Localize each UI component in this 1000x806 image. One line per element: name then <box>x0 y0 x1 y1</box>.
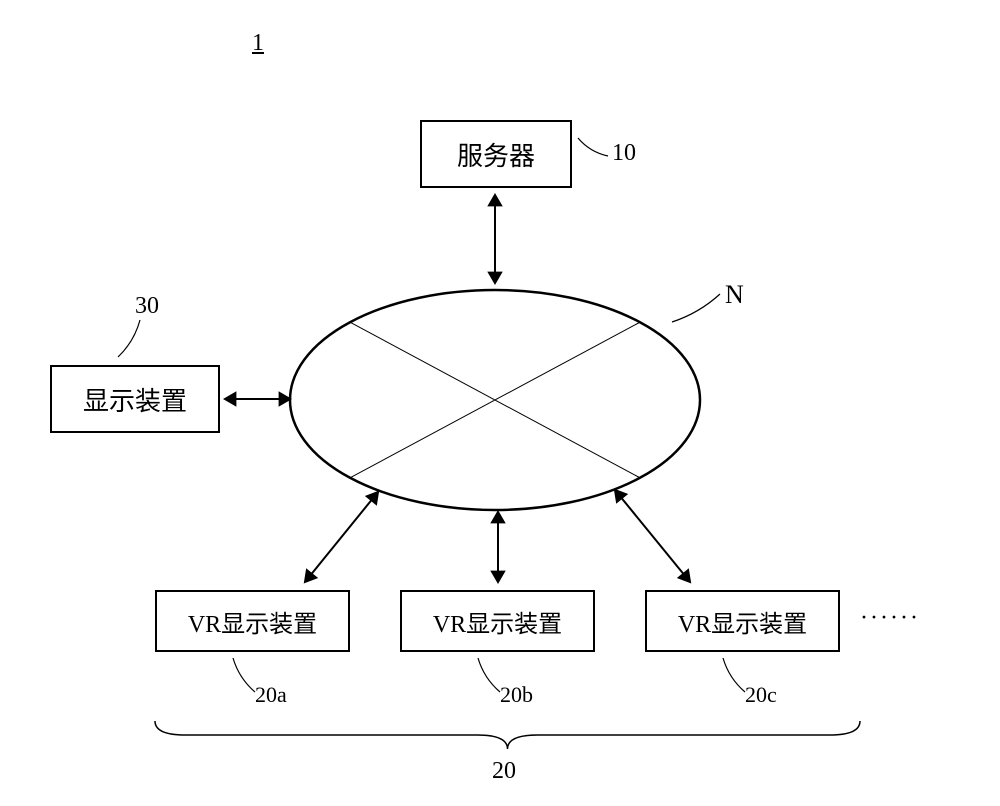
display-ref: 30 <box>135 293 159 320</box>
vr-display-b-ref: 20b <box>500 682 533 708</box>
figure-title: 1 <box>252 30 264 57</box>
display-label: 显示装置 <box>83 381 187 418</box>
vr-display-a-node: VR显示装置 <box>155 590 350 652</box>
vr-display-a-ref: 20a <box>255 682 287 708</box>
ellipsis-dots: ······ <box>860 605 920 632</box>
server-label: 服务器 <box>457 136 535 173</box>
network-label: N <box>725 280 744 310</box>
vr-display-a-label: VR显示装置 <box>188 604 317 639</box>
vr-display-c-ref: 20c <box>745 682 777 708</box>
vr-display-c-node: VR显示装置 <box>645 590 840 652</box>
display-node: 显示装置 <box>50 365 220 433</box>
server-node: 服务器 <box>420 120 572 188</box>
vr-display-b-node: VR显示装置 <box>400 590 595 652</box>
vr-display-c-label: VR显示装置 <box>678 604 807 639</box>
group-ref: 20 <box>492 758 516 785</box>
server-ref: 10 <box>612 140 636 167</box>
vr-display-b-label: VR显示装置 <box>433 604 562 639</box>
diagram-canvas: 1 服务器 10 显示装置 30 VR显示装置 20a VR显示装置 20b V… <box>0 0 1000 806</box>
